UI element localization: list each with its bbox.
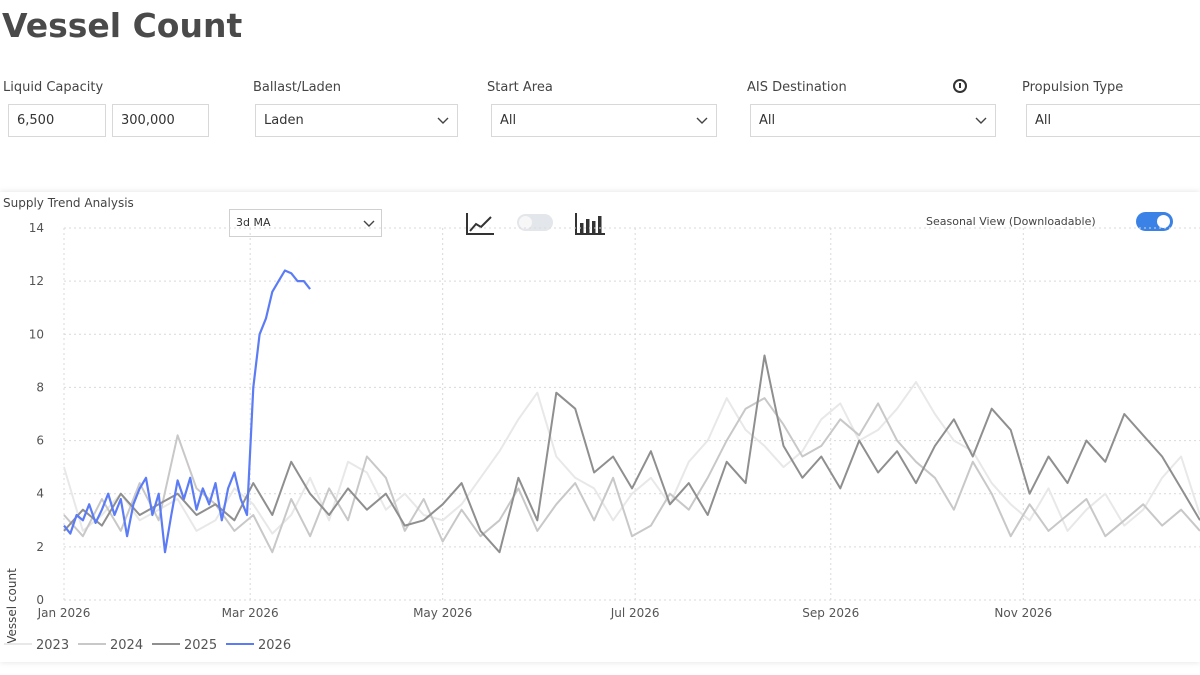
y-tick-label: 12	[29, 274, 44, 288]
x-tick-label: Jul 2026	[610, 606, 660, 620]
x-tick-label: May 2026	[413, 606, 472, 620]
y-tick-label: 14	[29, 221, 44, 235]
legend-item-2026[interactable]: 2026	[226, 638, 291, 653]
chevron-down-icon	[437, 117, 449, 124]
legend-label: 2026	[258, 638, 291, 653]
chevron-down-icon	[696, 117, 708, 124]
liquid-capacity-min-input[interactable]: 6,500	[8, 104, 106, 137]
panel-title: Supply Trend Analysis	[3, 196, 134, 210]
chevron-down-icon	[363, 220, 375, 227]
moving-average-dropdown[interactable]: 3d MA	[229, 209, 382, 237]
propulsion-type-label: Propulsion Type	[1022, 80, 1124, 95]
chart-type-toggle[interactable]	[517, 214, 553, 231]
start-area-label: Start Area	[487, 80, 553, 95]
propulsion-type-value: All	[1035, 113, 1052, 128]
legend-label: 2023	[36, 638, 69, 653]
y-tick-label: 8	[36, 380, 44, 394]
start-area-dropdown[interactable]: All	[491, 104, 717, 137]
bar-chart-icon[interactable]	[574, 212, 606, 236]
legend-label: 2024	[110, 638, 143, 653]
chart-grid	[63, 227, 1200, 601]
y-tick-label: 4	[36, 487, 44, 501]
ais-destination-value: All	[759, 113, 776, 128]
series-line-2023	[63, 381, 1200, 535]
seasonal-view-toggle[interactable]	[1136, 212, 1173, 231]
y-tick-label: 10	[29, 327, 44, 341]
vessel-count-chart: 0 2 4 6 8 10 12 14 Jan 2026 Mar 2026 May 2026 Jul …	[4, 221, 1200, 653]
x-axis: Jan 2026 Mar 2026 May 2026 Jul 2026 Sep 2026…	[37, 606, 1053, 620]
x-tick-label: Jan 2026	[37, 606, 91, 620]
series-line-2025	[63, 354, 1200, 554]
seasonal-view-label: Seasonal View (Downloadable)	[926, 215, 1096, 228]
liquid-capacity-max-input[interactable]: 300,000	[112, 104, 209, 137]
legend-item-2023[interactable]: 2023	[4, 638, 69, 653]
chart-series	[63, 269, 1200, 554]
legend-label: 2025	[184, 638, 217, 653]
series-line-2026	[63, 269, 311, 554]
series-line-2024	[63, 397, 1200, 554]
y-tick-label: 0	[36, 593, 44, 607]
ballast-laden-label: Ballast/Laden	[253, 80, 342, 95]
chevron-down-icon	[975, 117, 987, 124]
x-tick-label: Mar 2026	[222, 606, 279, 620]
ballast-laden-value: Laden	[264, 113, 304, 128]
legend-item-2024[interactable]: 2024	[78, 638, 143, 653]
y-axis-label: Vessel count	[5, 568, 19, 644]
moving-average-value: 3d MA	[236, 216, 271, 229]
ais-destination-dropdown[interactable]: All	[750, 104, 996, 137]
liquid-capacity-label: Liquid Capacity	[3, 80, 104, 95]
ballast-laden-dropdown[interactable]: Laden	[255, 104, 458, 137]
info-icon[interactable]	[953, 79, 967, 93]
start-area-value: All	[500, 113, 517, 128]
line-chart-icon[interactable]	[465, 212, 495, 236]
x-tick-label: Nov 2026	[994, 606, 1052, 620]
y-axis: 0 2 4 6 8 10 12 14	[29, 221, 44, 607]
supply-trend-panel	[0, 192, 1200, 662]
propulsion-type-dropdown[interactable]: All	[1026, 104, 1200, 137]
x-tick-label: Sep 2026	[802, 606, 859, 620]
y-tick-label: 2	[36, 540, 44, 554]
y-tick-label: 6	[36, 434, 44, 448]
chart-legend[interactable]: 2023 2024 2025 2026	[4, 638, 291, 653]
legend-item-2025[interactable]: 2025	[152, 638, 217, 653]
page-title: Vessel Count	[2, 6, 243, 45]
ais-destination-label: AIS Destination	[747, 80, 847, 95]
